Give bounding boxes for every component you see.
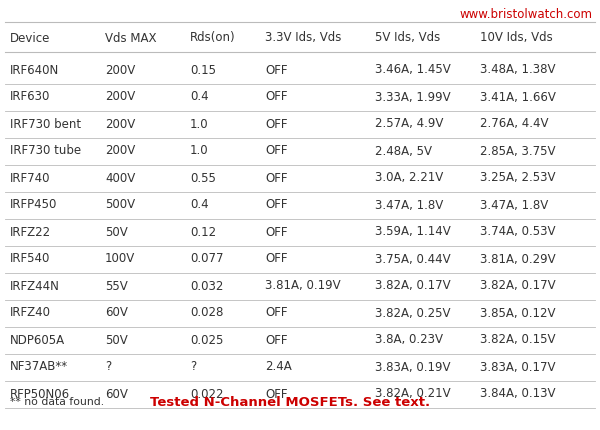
Text: 0.15: 0.15 (190, 64, 216, 77)
Text: OFF: OFF (265, 252, 287, 265)
Text: OFF: OFF (265, 172, 287, 184)
Text: 0.022: 0.022 (190, 387, 223, 400)
Text: 3.48A, 1.38V: 3.48A, 1.38V (480, 64, 556, 77)
Text: 3.83A, 0.17V: 3.83A, 0.17V (480, 360, 556, 374)
Text: OFF: OFF (265, 387, 287, 400)
Text: 3.3V Ids, Vds: 3.3V Ids, Vds (265, 31, 341, 44)
Text: 500V: 500V (105, 199, 135, 212)
Text: OFF: OFF (265, 334, 287, 347)
Text: 200V: 200V (105, 90, 135, 104)
Text: IRFP450: IRFP450 (10, 199, 58, 212)
Text: 3.8A, 0.23V: 3.8A, 0.23V (375, 334, 443, 347)
Text: IRFZ44N: IRFZ44N (10, 280, 60, 292)
Text: 400V: 400V (105, 172, 135, 184)
Text: 2.48A, 5V: 2.48A, 5V (375, 144, 432, 157)
Text: 200V: 200V (105, 144, 135, 157)
Text: 3.59A, 1.14V: 3.59A, 1.14V (375, 225, 451, 239)
Text: ?: ? (190, 360, 196, 374)
Text: 3.82A, 0.25V: 3.82A, 0.25V (375, 307, 451, 319)
Text: 3.82A, 0.15V: 3.82A, 0.15V (480, 334, 556, 347)
Text: Device: Device (10, 31, 50, 44)
Text: 2.57A, 4.9V: 2.57A, 4.9V (375, 117, 443, 130)
Text: 0.12: 0.12 (190, 225, 216, 239)
Text: 2.4A: 2.4A (265, 360, 292, 374)
Text: 3.85A, 0.12V: 3.85A, 0.12V (480, 307, 556, 319)
Text: 50V: 50V (105, 334, 128, 347)
Text: 3.81A, 0.29V: 3.81A, 0.29V (480, 252, 556, 265)
Text: OFF: OFF (265, 64, 287, 77)
Text: 0.4: 0.4 (190, 90, 209, 104)
Text: 3.82A, 0.17V: 3.82A, 0.17V (480, 280, 556, 292)
Text: 60V: 60V (105, 387, 128, 400)
Text: 3.81A, 0.19V: 3.81A, 0.19V (265, 280, 341, 292)
Text: OFF: OFF (265, 199, 287, 212)
Text: 3.41A, 1.66V: 3.41A, 1.66V (480, 90, 556, 104)
Text: OFF: OFF (265, 90, 287, 104)
Text: 3.74A, 0.53V: 3.74A, 0.53V (480, 225, 556, 239)
Text: 0.4: 0.4 (190, 199, 209, 212)
Text: IRF640N: IRF640N (10, 64, 59, 77)
Text: 2.76A, 4.4V: 2.76A, 4.4V (480, 117, 548, 130)
Text: 3.46A, 1.45V: 3.46A, 1.45V (375, 64, 451, 77)
Text: 200V: 200V (105, 64, 135, 77)
Text: IRFZ40: IRFZ40 (10, 307, 51, 319)
Text: OFF: OFF (265, 117, 287, 130)
Text: 3.47A, 1.8V: 3.47A, 1.8V (480, 199, 548, 212)
Text: 1.0: 1.0 (190, 144, 209, 157)
Text: 1.0: 1.0 (190, 117, 209, 130)
Text: Vds MAX: Vds MAX (105, 31, 157, 44)
Text: 0.032: 0.032 (190, 280, 223, 292)
Text: 3.47A, 1.8V: 3.47A, 1.8V (375, 199, 443, 212)
Text: 3.82A, 0.21V: 3.82A, 0.21V (375, 387, 451, 400)
Text: OFF: OFF (265, 307, 287, 319)
Text: 2.85A, 3.75V: 2.85A, 3.75V (480, 144, 556, 157)
Text: 3.25A, 2.53V: 3.25A, 2.53V (480, 172, 556, 184)
Text: OFF: OFF (265, 225, 287, 239)
Text: 0.028: 0.028 (190, 307, 223, 319)
Text: Rds(on): Rds(on) (190, 31, 236, 44)
Text: 3.83A, 0.19V: 3.83A, 0.19V (375, 360, 451, 374)
Text: 0.55: 0.55 (190, 172, 216, 184)
Text: OFF: OFF (265, 144, 287, 157)
Text: 5V Ids, Vds: 5V Ids, Vds (375, 31, 440, 44)
Text: Tested N-Channel MOSFETs. See text.: Tested N-Channel MOSFETs. See text. (150, 396, 430, 408)
Text: 10V Ids, Vds: 10V Ids, Vds (480, 31, 553, 44)
Text: 50V: 50V (105, 225, 128, 239)
Text: ?: ? (105, 360, 111, 374)
Text: 3.0A, 2.21V: 3.0A, 2.21V (375, 172, 443, 184)
Text: 60V: 60V (105, 307, 128, 319)
Text: 0.077: 0.077 (190, 252, 223, 265)
Text: IRF630: IRF630 (10, 90, 50, 104)
Text: 55V: 55V (105, 280, 128, 292)
Text: 3.33A, 1.99V: 3.33A, 1.99V (375, 90, 451, 104)
Text: 0.025: 0.025 (190, 334, 223, 347)
Text: IRF740: IRF740 (10, 172, 50, 184)
Text: 3.75A, 0.44V: 3.75A, 0.44V (375, 252, 451, 265)
Text: IRF730 tube: IRF730 tube (10, 144, 81, 157)
Text: NDP605A: NDP605A (10, 334, 65, 347)
Text: RFP50N06: RFP50N06 (10, 387, 70, 400)
Text: 3.82A, 0.17V: 3.82A, 0.17V (375, 280, 451, 292)
Text: 3.84A, 0.13V: 3.84A, 0.13V (480, 387, 556, 400)
Text: www.bristolwatch.com: www.bristolwatch.com (459, 8, 592, 21)
Text: IRF730 bent: IRF730 bent (10, 117, 81, 130)
Text: 200V: 200V (105, 117, 135, 130)
Text: IRFZ22: IRFZ22 (10, 225, 51, 239)
Text: IRF540: IRF540 (10, 252, 50, 265)
Text: NF37AB**: NF37AB** (10, 360, 68, 374)
Text: ** no data found.: ** no data found. (10, 397, 104, 407)
Text: 100V: 100V (105, 252, 135, 265)
